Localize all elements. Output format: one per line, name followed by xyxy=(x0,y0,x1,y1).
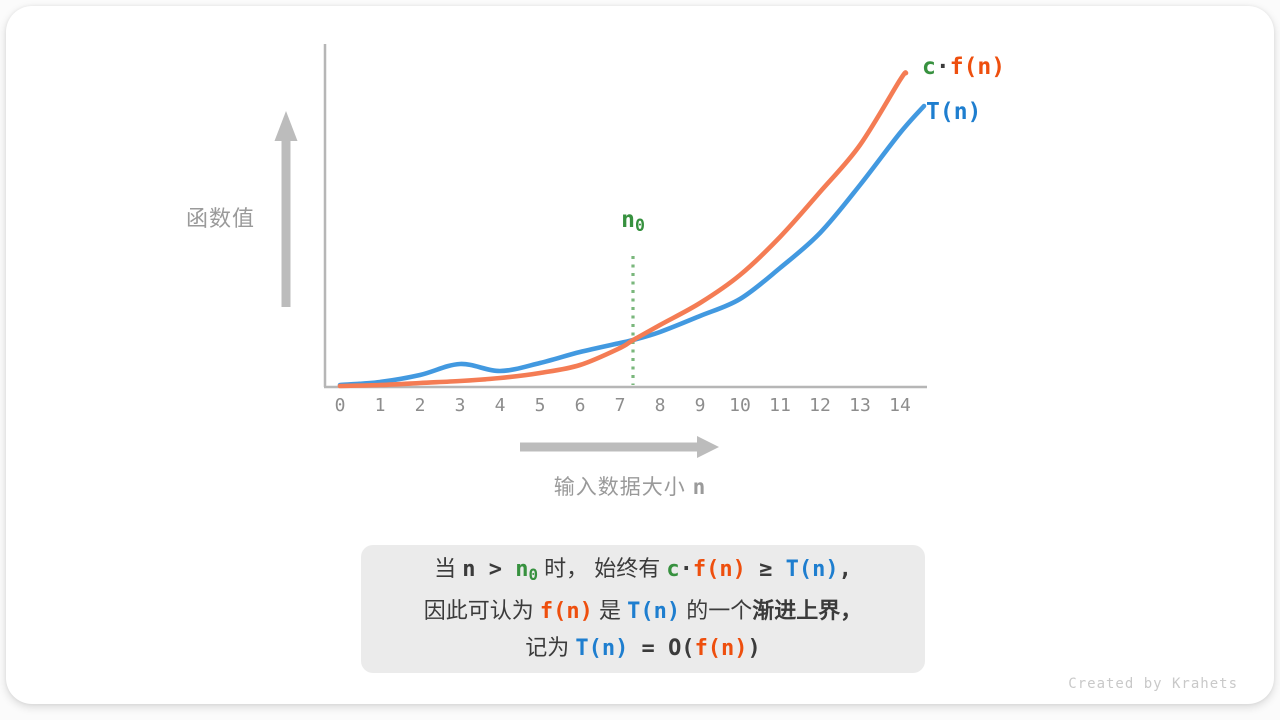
legend-cfn: c·f(n) xyxy=(922,54,1006,80)
caption-line-2: 因此可认为 f(n) 是 T(n) 的一个渐进上界， xyxy=(423,597,863,624)
x-tick: 1 xyxy=(374,395,386,416)
x-axis-arrow-icon xyxy=(520,436,719,458)
x-tick: 8 xyxy=(654,395,666,416)
caption-line-1: 当 n > n0 时， 始终有 c·f(n) ≥ T(n), xyxy=(434,556,852,584)
x-tick: 11 xyxy=(769,395,791,416)
x-tick: 0 xyxy=(334,395,346,416)
x-tick: 2 xyxy=(414,395,426,416)
x-tick: 9 xyxy=(694,395,706,416)
y-axis-arrow-icon xyxy=(274,111,298,307)
x-tick: 13 xyxy=(849,395,871,416)
legend-tn: T(n) xyxy=(926,99,982,125)
caption-box: 当 n > n0 时， 始终有 c·f(n) ≥ T(n), 因此可认为 f(n… xyxy=(361,545,925,673)
curve-c-f-of-n xyxy=(337,70,909,389)
x-tick: 7 xyxy=(614,395,626,416)
x-tick-labels: 0 1 2 3 4 5 6 7 8 9 10 11 12 13 14 xyxy=(0,395,1280,417)
y-axis-label: 函数值 xyxy=(186,206,256,231)
x-tick: 12 xyxy=(809,395,831,416)
x-tick: 10 xyxy=(729,395,751,416)
caption-line-3: 记为 T(n) = O(f(n)) xyxy=(525,634,761,661)
x-tick: 3 xyxy=(454,395,466,416)
n0-label: n0 xyxy=(621,207,645,235)
x-tick: 6 xyxy=(574,395,586,416)
x-axis-label: 输入数据大小 n xyxy=(553,475,707,499)
x-tick: 5 xyxy=(534,395,546,416)
footer-credit: Created by Krahets xyxy=(1068,676,1238,692)
x-tick: 4 xyxy=(494,395,506,416)
x-tick: 14 xyxy=(889,395,911,416)
